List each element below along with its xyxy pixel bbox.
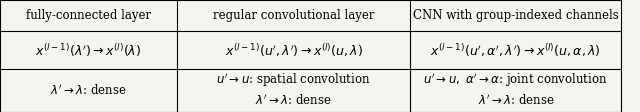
Text: CNN with group-indexed channels: CNN with group-indexed channels: [413, 9, 619, 22]
Text: $u^{\prime} \rightarrow u$: spatial convolution: $u^{\prime} \rightarrow u$: spatial conv…: [216, 72, 371, 89]
Text: $\lambda^{\prime} \rightarrow \lambda$: dense: $\lambda^{\prime} \rightarrow \lambda$: …: [477, 94, 554, 108]
Text: $x^{(l-1)}(u^{\prime}, \alpha^{\prime}, \lambda^{\prime}) \rightarrow x^{(l)}(u,: $x^{(l-1)}(u^{\prime}, \alpha^{\prime}, …: [431, 42, 601, 59]
Text: $u^{\prime} \rightarrow u,\ \alpha^{\prime} \rightarrow \alpha$: joint convoluti: $u^{\prime} \rightarrow u,\ \alpha^{\pri…: [424, 72, 608, 89]
Text: regular convolutional layer: regular convolutional layer: [213, 9, 374, 22]
Text: $x^{(l-1)}(u^{\prime}, \lambda^{\prime}) \rightarrow x^{(l)}(u, \lambda)$: $x^{(l-1)}(u^{\prime}, \lambda^{\prime})…: [225, 42, 363, 59]
Text: $\lambda^{\prime} \rightarrow \lambda$: dense: $\lambda^{\prime} \rightarrow \lambda$: …: [255, 94, 332, 108]
Text: fully-connected layer: fully-connected layer: [26, 9, 151, 22]
Text: $\lambda^{\prime} \rightarrow \lambda$: dense: $\lambda^{\prime} \rightarrow \lambda$: …: [51, 83, 127, 98]
Text: $x^{(l-1)}(\lambda^{\prime}) \rightarrow x^{(l)}(\lambda)$: $x^{(l-1)}(\lambda^{\prime}) \rightarrow…: [35, 42, 141, 59]
